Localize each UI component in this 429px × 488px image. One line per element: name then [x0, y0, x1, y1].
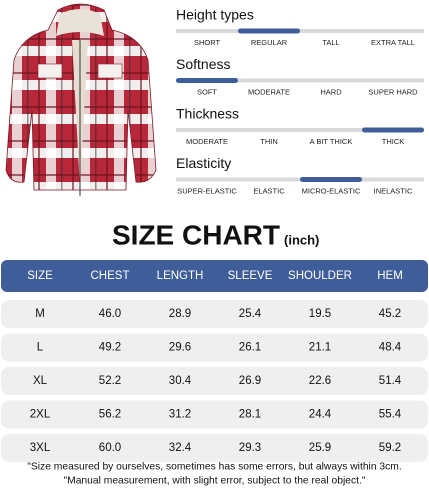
scale-selected [362, 127, 424, 133]
header-cell: SLEEVE [228, 270, 273, 282]
attribute-title: Softness [176, 56, 230, 72]
jacket-image [5, 3, 157, 196]
table-cell: 30.4 [169, 375, 192, 387]
table-cell: 19.5 [309, 308, 331, 320]
scale-option: SHORT [194, 38, 221, 47]
table-cell: M [35, 308, 45, 320]
table-cell: 59.2 [379, 442, 401, 454]
table-cell: 46.0 [99, 308, 121, 320]
table-cell: XL [33, 375, 48, 387]
table-row [1, 434, 428, 462]
scale-option: INELASTIC [374, 186, 413, 195]
table-cell: 2XL [30, 409, 51, 421]
table-cell: 51.4 [379, 375, 402, 387]
table-cell: 28.1 [239, 409, 261, 421]
table-cell: 55.4 [379, 409, 402, 421]
table-cell: 45.2 [379, 308, 401, 320]
scale-option: ELASTIC [253, 186, 285, 195]
table-cell: 56.2 [99, 409, 121, 421]
header-cell: HEM [377, 270, 403, 282]
scale-option: MODERATE [248, 87, 290, 96]
table-cell: 26.1 [239, 342, 261, 354]
chart-unit: (inch) [284, 232, 319, 247]
scale-option: HARD [320, 87, 342, 96]
scale-option: A BIT THICK [310, 137, 353, 146]
attribute-title: Thickness [176, 106, 239, 122]
table-row [1, 333, 428, 362]
table-row [1, 400, 428, 429]
attribute-title: Elasticity [176, 155, 231, 171]
table-row [1, 367, 428, 395]
table-cell: 21.1 [309, 342, 331, 354]
size-table: SIZE CHEST LENGTH SLEEVE SHOULDER HEM M 46.0 28.… [1, 260, 428, 462]
scale-selected [238, 28, 300, 34]
scale-selected [176, 78, 238, 83]
table-cell: 28.9 [169, 308, 191, 320]
scale-option: REGULAR [251, 38, 288, 47]
table-cell: 49.2 [99, 342, 121, 354]
table-cell: 29.6 [169, 342, 191, 354]
scale-option: MICRO-ELASTIC [302, 186, 361, 195]
header-cell: LENGTH [157, 270, 204, 282]
table-cell: 48.4 [379, 342, 402, 354]
table-cell: 31.2 [169, 409, 191, 421]
table-cell: 25.4 [239, 308, 262, 320]
table-cell: 22.6 [309, 375, 331, 387]
scale-option: THICK [382, 137, 405, 146]
header-cell: SHOULDER [288, 270, 352, 282]
table-cell: L [37, 342, 44, 354]
note: "Size measured by ourselves, sometimes h… [27, 462, 401, 473]
chart-title: SIZE CHART [112, 219, 280, 250]
scale-option: THIN [260, 137, 278, 146]
scale-selected [300, 177, 362, 182]
table-row [1, 300, 428, 328]
table-cell: 29.3 [239, 442, 261, 454]
table-cell: 52.2 [99, 375, 121, 387]
table-header [1, 260, 428, 292]
attribute-title: Height types [176, 7, 254, 23]
table-cell: 26.9 [239, 375, 261, 387]
table-cell: 24.4 [309, 409, 332, 421]
header-cell: CHEST [91, 270, 130, 282]
scale-option: SUPER HARD [368, 87, 418, 96]
scale-option: SUPER-ELASTIC [177, 186, 237, 195]
table-cell: 60.0 [99, 442, 121, 454]
attributes: Height types SHORT REGULAR TALL EXTRA TALL So… [176, 7, 424, 195]
table-cell: 3XL [30, 442, 51, 454]
scale-track [176, 78, 424, 83]
scale-option: EXTRA TALL [371, 38, 415, 47]
note: "Manual measurement, with slight error, … [63, 476, 365, 487]
scale-option: MODERATE [186, 137, 228, 146]
scale-option: SOFT [197, 87, 217, 96]
scale-option: TALL [322, 38, 339, 47]
scale-track [176, 128, 424, 132]
table-cell: 25.9 [309, 442, 331, 454]
header-cell: SIZE [27, 270, 53, 282]
table-cell: 32.4 [169, 442, 192, 454]
